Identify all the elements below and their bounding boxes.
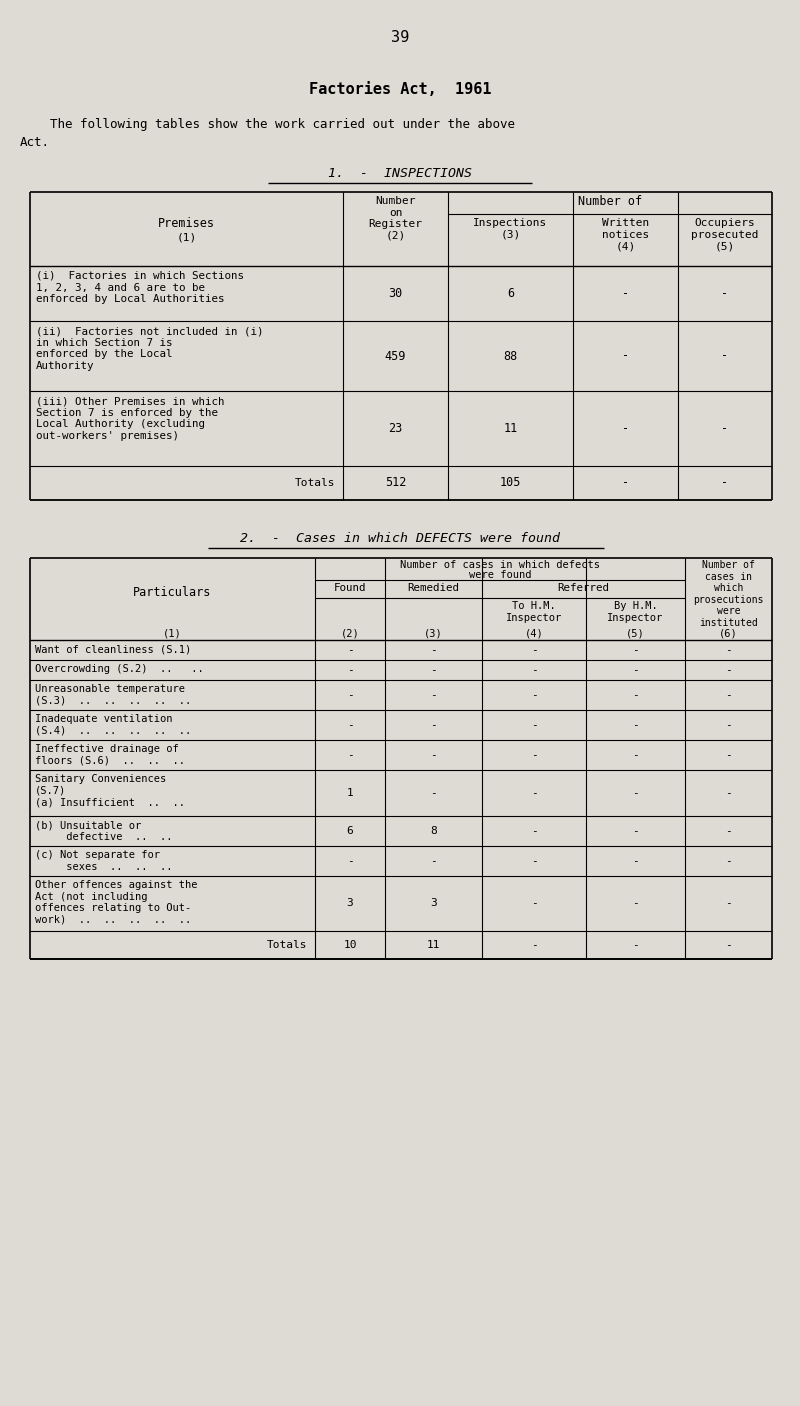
Text: -: -	[725, 720, 732, 730]
Text: -: -	[346, 749, 354, 761]
Text: -: -	[632, 825, 639, 837]
Text: -: -	[530, 825, 538, 837]
Text: -: -	[632, 720, 639, 730]
Text: -: -	[725, 665, 732, 675]
Text: -: -	[530, 941, 538, 950]
Text: 8: 8	[430, 825, 437, 837]
Text: Written
notices
(4): Written notices (4)	[602, 218, 649, 252]
Text: (3): (3)	[424, 628, 443, 638]
Text: (6): (6)	[719, 628, 738, 638]
Text: 3: 3	[346, 898, 354, 908]
Text: -: -	[725, 690, 732, 700]
Text: -: -	[530, 856, 538, 866]
Text: (b) Unsuitable or
     defective  ..  ..: (b) Unsuitable or defective .. ..	[35, 820, 173, 842]
Text: 10: 10	[343, 941, 357, 950]
Text: -: -	[725, 941, 732, 950]
Text: -: -	[622, 477, 629, 489]
Text: -: -	[346, 645, 354, 655]
Text: 105: 105	[500, 477, 521, 489]
Text: Number of cases in which defects: Number of cases in which defects	[400, 560, 600, 569]
Text: Factories Act,  1961: Factories Act, 1961	[309, 82, 491, 97]
Text: -: -	[722, 477, 729, 489]
Text: -: -	[430, 749, 437, 761]
Text: (1): (1)	[176, 232, 197, 242]
Text: Particulars: Particulars	[134, 586, 212, 599]
Text: -: -	[346, 720, 354, 730]
Text: Remedied: Remedied	[407, 583, 459, 593]
Text: Totals: Totals	[294, 478, 335, 488]
Text: -: -	[632, 787, 639, 799]
Text: (1): (1)	[163, 628, 182, 638]
Text: -: -	[725, 749, 732, 761]
Text: Premises: Premises	[158, 217, 215, 231]
Text: -: -	[722, 287, 729, 299]
Text: (iii) Other Premises in which
Section 7 is enforced by the
Local Authority (excl: (iii) Other Premises in which Section 7 …	[36, 396, 225, 441]
Text: -: -	[530, 749, 538, 761]
Text: -: -	[632, 665, 639, 675]
Text: -: -	[722, 422, 729, 434]
Text: -: -	[722, 350, 729, 363]
Text: Act.: Act.	[20, 136, 50, 149]
Text: To H.M.
Inspector: To H.M. Inspector	[506, 600, 562, 623]
Text: -: -	[430, 787, 437, 799]
Text: -: -	[725, 787, 732, 799]
Text: -: -	[430, 665, 437, 675]
Text: -: -	[346, 856, 354, 866]
Text: (i)  Factories in which Sections
1, 2, 3, 4 and 6 are to be
enforced by Local Au: (i) Factories in which Sections 1, 2, 3,…	[36, 271, 244, 304]
Text: 1: 1	[346, 787, 354, 799]
Text: 512: 512	[385, 477, 406, 489]
Text: (4): (4)	[525, 628, 543, 638]
Text: -: -	[346, 690, 354, 700]
Text: -: -	[622, 350, 629, 363]
Text: -: -	[632, 690, 639, 700]
Text: Number
on
Register
(2): Number on Register (2)	[369, 195, 422, 240]
Text: Unreasonable temperature
(S.3)  ..  ..  ..  ..  ..: Unreasonable temperature (S.3) .. .. .. …	[35, 683, 191, 706]
Text: 459: 459	[385, 350, 406, 363]
Text: Occupiers
prosecuted
(5): Occupiers prosecuted (5)	[691, 218, 758, 252]
Text: Want of cleanliness (S.1): Want of cleanliness (S.1)	[35, 644, 191, 654]
Text: -: -	[530, 787, 538, 799]
Text: -: -	[725, 856, 732, 866]
Text: -: -	[530, 690, 538, 700]
Text: Number of: Number of	[578, 195, 642, 208]
Text: (5): (5)	[626, 628, 645, 638]
Text: 88: 88	[503, 350, 518, 363]
Text: Sanitary Conveniences
(S.7)
(a) Insufficient  ..  ..: Sanitary Conveniences (S.7) (a) Insuffic…	[35, 773, 185, 807]
Text: -: -	[430, 645, 437, 655]
Text: 30: 30	[388, 287, 402, 299]
Text: (c) Not separate for
     sexes  ..  ..  ..: (c) Not separate for sexes .. .. ..	[35, 851, 173, 872]
Text: 3: 3	[430, 898, 437, 908]
Text: Referred: Referred	[558, 583, 610, 593]
Text: Ineffective drainage of
floors (S.6)  ..  ..  ..: Ineffective drainage of floors (S.6) .. …	[35, 744, 185, 766]
Text: -: -	[622, 422, 629, 434]
Text: -: -	[530, 720, 538, 730]
Text: -: -	[530, 665, 538, 675]
Text: -: -	[530, 645, 538, 655]
Text: 6: 6	[346, 825, 354, 837]
Text: Inspections
(3): Inspections (3)	[474, 218, 548, 239]
Text: -: -	[346, 665, 354, 675]
Text: -: -	[632, 941, 639, 950]
Text: -: -	[622, 287, 629, 299]
Text: Overcrowding (S.2)  ..   ..: Overcrowding (S.2) .. ..	[35, 664, 204, 673]
Text: Found: Found	[334, 583, 366, 593]
Text: Totals: Totals	[266, 941, 307, 950]
Text: -: -	[632, 749, 639, 761]
Text: 2.  -  Cases in which DEFECTS were found: 2. - Cases in which DEFECTS were found	[240, 531, 560, 546]
Text: were found: were found	[469, 569, 531, 581]
Text: -: -	[632, 645, 639, 655]
Text: 11: 11	[426, 941, 440, 950]
Text: -: -	[632, 856, 639, 866]
Text: -: -	[725, 825, 732, 837]
Text: Other offences against the
Act (not including
offences relating to Out-
work)  .: Other offences against the Act (not incl…	[35, 880, 198, 925]
Text: 23: 23	[388, 422, 402, 434]
Text: Number of
cases in
which
prosecutions
were
instituted: Number of cases in which prosecutions we…	[694, 560, 764, 628]
Text: -: -	[632, 898, 639, 908]
Text: (ii)  Factories not included in (i)
in which Section 7 is
enforced by the Local
: (ii) Factories not included in (i) in wh…	[36, 326, 263, 371]
Text: -: -	[725, 645, 732, 655]
Text: -: -	[430, 690, 437, 700]
Text: (2): (2)	[341, 628, 359, 638]
Text: By H.M.
Inspector: By H.M. Inspector	[607, 600, 664, 623]
Text: -: -	[725, 898, 732, 908]
Text: 39: 39	[391, 30, 409, 45]
